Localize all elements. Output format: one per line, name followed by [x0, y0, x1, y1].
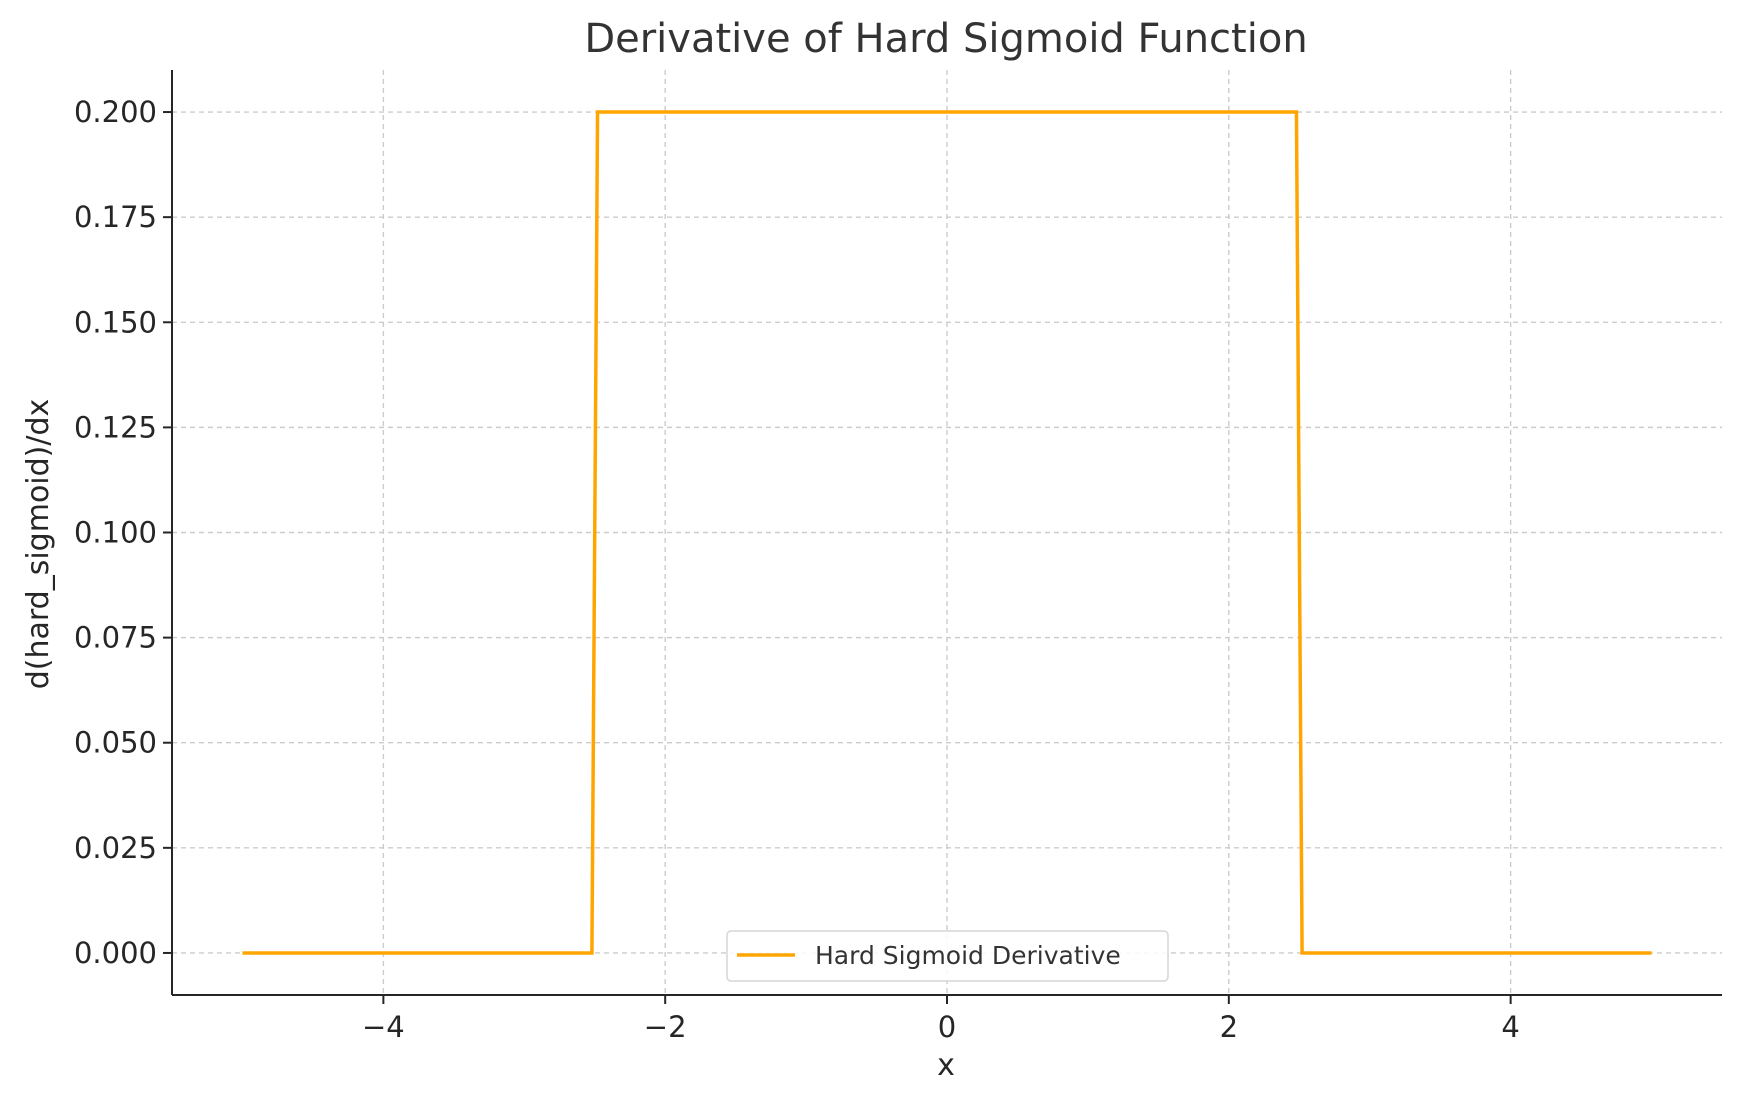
x-tick-label: 4	[1501, 1010, 1519, 1044]
y-tick-label: 0.100	[74, 516, 157, 550]
y-tick-label: 0.000	[74, 936, 157, 970]
y-tick-label: 0.200	[74, 95, 157, 129]
y-tick-label: 0.050	[74, 726, 157, 760]
legend-entry-label: Hard Sigmoid Derivative	[815, 941, 1121, 970]
x-tick-label: 0	[938, 1010, 956, 1044]
x-tick-label: −2	[644, 1010, 687, 1044]
y-tick-label: 0.075	[74, 621, 157, 655]
y-tick-label: 0.175	[74, 200, 157, 234]
series-layer	[242, 110, 1652, 955]
x-tick-label: 2	[1220, 1010, 1238, 1044]
ticks-layer: −4 −2 0 2 4 0.000 0.025 0.050 0.075 0.100 0.125 0.1…	[74, 95, 1520, 1044]
legend: Hard Sigmoid Derivative	[726, 930, 1169, 982]
y-tick-label: 0.150	[74, 305, 157, 339]
chart-title: Derivative of Hard Sigmoid Function	[584, 16, 1307, 62]
x-tick-label: −4	[362, 1010, 405, 1044]
grid-layer	[172, 70, 1722, 995]
y-axis-label: d(hard_sigmoid)/dx	[21, 399, 56, 690]
legend-box	[726, 930, 1169, 982]
y-tick-label: 0.025	[74, 831, 157, 865]
y-tick-label: 0.125	[74, 410, 157, 444]
series-line-hard-sigmoid-derivative	[242, 110, 1652, 955]
x-axis-label: x	[937, 1048, 955, 1083]
